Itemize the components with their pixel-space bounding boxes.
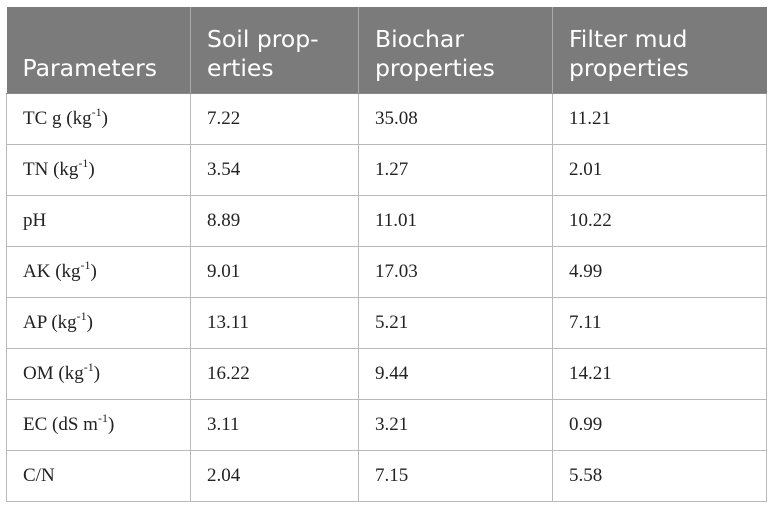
header-row: Parameters Soil prop-erties Biochar propert… <box>6 7 767 94</box>
table-row: TN (kg-1) 3.54 1.27 2.01 <box>6 144 767 196</box>
soil-value-cell: 13.11 <box>190 297 359 349</box>
filter-mud-value-cell: 10.22 <box>552 195 767 247</box>
header-text-line: erties <box>207 53 274 82</box>
soil-value-cell: 16.22 <box>190 348 359 400</box>
unit-exponent: -1 <box>80 257 91 272</box>
table-row: AK (kg-1) 9.01 17.03 4.99 <box>6 246 767 298</box>
soil-value-cell: 3.54 <box>190 144 359 196</box>
biochar-value-cell: 9.44 <box>358 348 553 400</box>
table-row: AP (kg-1) 13.11 5.21 7.11 <box>6 297 767 349</box>
parameter-cell: TC g (kg-1) <box>6 93 191 145</box>
biochar-value-cell: 35.08 <box>358 93 553 145</box>
filter-mud-value-cell: 14.21 <box>552 348 767 400</box>
unit-suffix: ) <box>88 158 95 180</box>
filter-mud-value-cell: 5.58 <box>552 450 767 502</box>
header-text-line: Parameters <box>22 53 158 82</box>
parameter-cell: pH <box>6 195 191 247</box>
parameter-name: AP (kg <box>23 311 77 333</box>
biochar-value-cell: 1.27 <box>358 144 553 196</box>
header-text-line: properties <box>375 53 495 82</box>
soil-value-cell: 8.89 <box>190 195 359 247</box>
header-text-line: properties <box>569 53 689 82</box>
parameter-cell: OM (kg-1) <box>6 348 191 400</box>
parameter-name: EC (dS m <box>23 413 98 435</box>
unit-suffix: ) <box>86 311 93 333</box>
parameter-name: AK (kg <box>23 260 81 282</box>
parameter-cell: EC (dS m-1) <box>6 399 191 451</box>
filter-mud-value-cell: 2.01 <box>552 144 767 196</box>
header-text-line: Biochar <box>375 24 464 53</box>
biochar-value-cell: 7.15 <box>358 450 553 502</box>
header-soil-properties: Soil prop-erties <box>190 7 359 94</box>
unit-exponent: -1 <box>91 104 102 119</box>
filter-mud-value-cell: 0.99 <box>552 399 767 451</box>
soil-value-cell: 7.22 <box>190 93 359 145</box>
header-text-line: Filter mud <box>569 24 688 53</box>
unit-exponent: -1 <box>76 308 87 323</box>
unit-suffix: ) <box>90 260 97 282</box>
soil-value-cell: 3.11 <box>190 399 359 451</box>
table-header: Parameters Soil prop-erties Biochar propert… <box>6 7 767 94</box>
unit-exponent: -1 <box>78 155 89 170</box>
biochar-value-cell: 5.21 <box>358 297 553 349</box>
table-row: C/N 2.04 7.15 5.58 <box>6 450 767 502</box>
biochar-value-cell: 17.03 <box>358 246 553 298</box>
parameter-cell: AP (kg-1) <box>6 297 191 349</box>
parameter-name: OM (kg <box>23 362 84 384</box>
unit-exponent: -1 <box>97 410 108 425</box>
soil-value-cell: 2.04 <box>190 450 359 502</box>
table-row: TC g (kg-1) 7.22 35.08 11.21 <box>6 93 767 145</box>
table-row: EC (dS m-1) 3.11 3.21 0.99 <box>6 399 767 451</box>
filter-mud-value-cell: 11.21 <box>552 93 767 145</box>
filter-mud-value-cell: 4.99 <box>552 246 767 298</box>
biochar-value-cell: 3.21 <box>358 399 553 451</box>
header-biochar-properties: Biochar properties <box>358 7 553 94</box>
parameter-name: C/N <box>23 464 55 486</box>
soil-value-cell: 9.01 <box>190 246 359 298</box>
properties-table: Parameters Soil prop-erties Biochar propert… <box>6 7 767 502</box>
parameter-cell: TN (kg-1) <box>6 144 191 196</box>
header-text-line: Soil prop- <box>207 24 319 53</box>
unit-suffix: ) <box>101 107 108 129</box>
parameter-name: pH <box>23 209 47 231</box>
parameter-name: TN (kg <box>23 158 79 180</box>
table-row: OM (kg-1) 16.22 9.44 14.21 <box>6 348 767 400</box>
header-filter-mud-properties: Filter mud properties <box>552 7 767 94</box>
unit-exponent: -1 <box>83 359 94 374</box>
unit-suffix: ) <box>93 362 101 384</box>
properties-table-container: Parameters Soil prop-erties Biochar propert… <box>6 7 767 513</box>
unit-suffix: ) <box>107 413 115 435</box>
biochar-value-cell: 11.01 <box>358 195 553 247</box>
parameter-name: TC g (kg <box>23 107 92 129</box>
parameter-cell: AK (kg-1) <box>6 246 191 298</box>
parameter-cell: C/N <box>6 450 191 502</box>
filter-mud-value-cell: 7.11 <box>552 297 767 349</box>
header-parameters: Parameters <box>6 7 191 94</box>
table-body: TC g (kg-1) 7.22 35.08 11.21 TN (kg-1) 3.54 1.… <box>6 93 767 502</box>
table-row: pH 8.89 11.01 10.22 <box>6 195 767 247</box>
